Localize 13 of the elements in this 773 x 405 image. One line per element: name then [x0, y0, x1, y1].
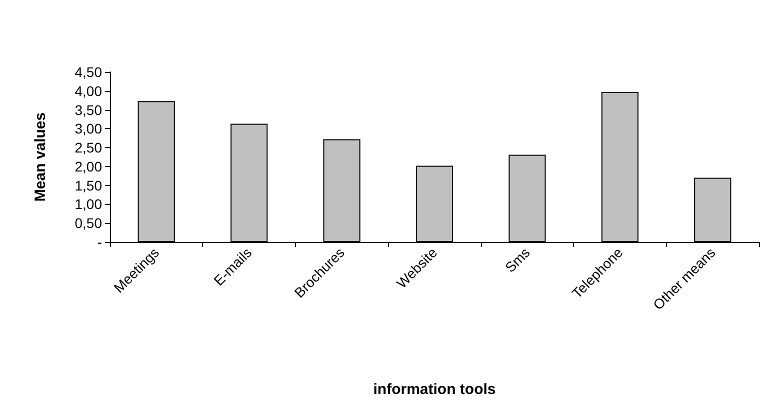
- y-tick-label: 0,50: [74, 215, 102, 232]
- y-tick-label: 1,00: [74, 196, 102, 212]
- y-tick-label: -: [97, 234, 102, 250]
- y-tick-label: 2,00: [74, 158, 102, 174]
- x-axis-title: information tools: [373, 381, 496, 398]
- y-tick-label: 3,00: [74, 120, 102, 137]
- y-axis-title: Mean values: [32, 112, 49, 202]
- y-tick-label: 4,00: [74, 82, 102, 99]
- y-tick-label: 2,50: [74, 140, 102, 156]
- x-tick-label: Sms: [502, 244, 533, 276]
- y-tick-label: 1,50: [74, 177, 102, 194]
- y-tick-label: 4,50: [74, 64, 102, 80]
- y-tick-label: 3,50: [74, 102, 102, 118]
